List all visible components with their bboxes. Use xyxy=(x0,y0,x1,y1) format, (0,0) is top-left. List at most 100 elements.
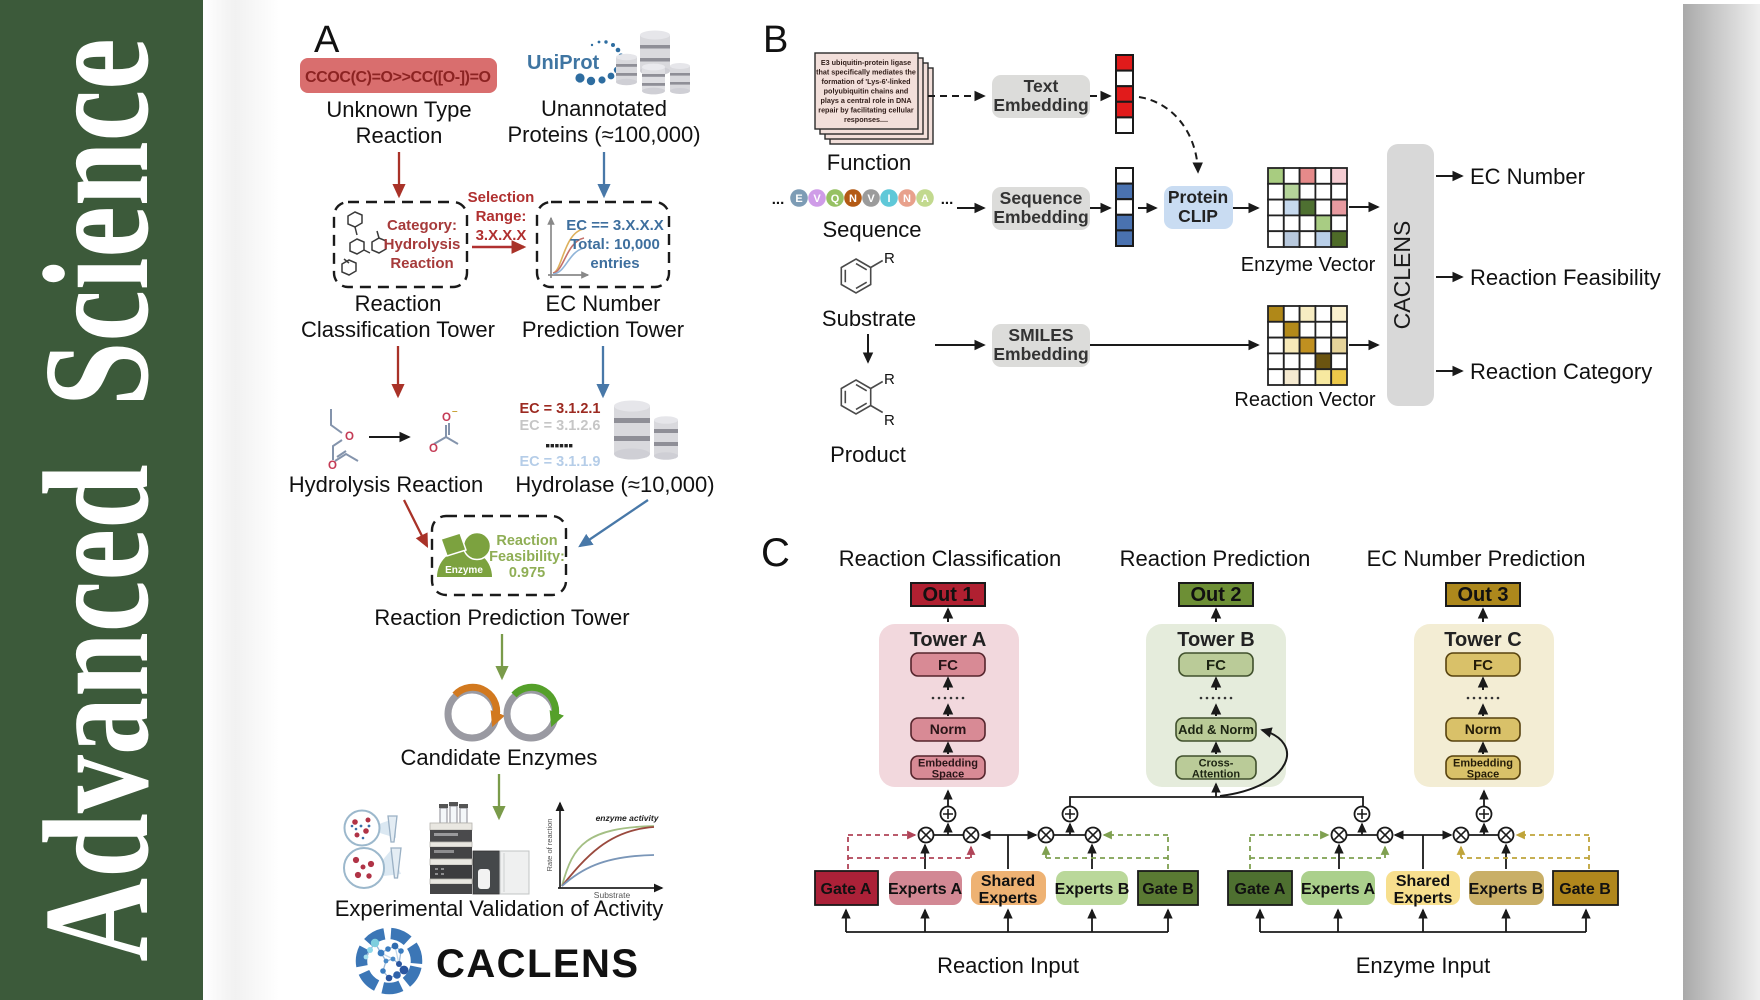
svg-text:Unannotated: Unannotated xyxy=(541,96,667,121)
svg-text:R: R xyxy=(884,371,895,388)
svg-text:Feasibility:: Feasibility: xyxy=(489,549,565,565)
svg-text:CLIP: CLIP xyxy=(1178,206,1218,226)
svg-text:that specifically mediates the: that specifically mediates the xyxy=(816,68,916,77)
svg-text:Embedding: Embedding xyxy=(1453,758,1513,770)
svg-text:...: ... xyxy=(941,191,954,208)
svg-text:Add & Norm: Add & Norm xyxy=(1178,722,1254,737)
svg-text:O: O xyxy=(345,431,354,443)
svg-text:Experts B: Experts B xyxy=(1055,881,1130,898)
svg-text:Reaction Input: Reaction Input xyxy=(937,953,1079,978)
svg-text:Classification Tower: Classification Tower xyxy=(301,317,495,342)
svg-text:Function: Function xyxy=(827,150,911,175)
svg-text:Reaction Prediction Tower: Reaction Prediction Tower xyxy=(374,605,629,630)
svg-text:EC = 3.1.2.1: EC = 3.1.2.1 xyxy=(519,401,600,417)
svg-text:Tower A: Tower A xyxy=(910,629,987,651)
svg-text:N: N xyxy=(849,193,857,205)
svg-text:V: V xyxy=(813,193,821,205)
svg-text:EC = 3.1.2.6: EC = 3.1.2.6 xyxy=(519,418,600,434)
svg-text:Substrate: Substrate xyxy=(594,890,631,900)
svg-text:Range:: Range: xyxy=(476,208,527,225)
svg-text:polyubiquitin chains and: polyubiquitin chains and xyxy=(824,87,909,96)
svg-text:Reaction Prediction: Reaction Prediction xyxy=(1120,546,1311,571)
svg-text:Gate A: Gate A xyxy=(821,881,872,898)
svg-text:Gate B: Gate B xyxy=(1559,881,1611,898)
svg-text:R: R xyxy=(884,412,895,429)
svg-text:Norm: Norm xyxy=(1465,721,1502,737)
svg-text:0.975: 0.975 xyxy=(509,565,545,581)
svg-text:CACLENS: CACLENS xyxy=(1389,221,1415,330)
svg-text:E: E xyxy=(795,193,802,205)
svg-text:Total: 10,000: Total: 10,000 xyxy=(570,236,660,253)
svg-text:E3 ubiquitin-protein ligase: E3 ubiquitin-protein ligase xyxy=(821,58,911,67)
svg-text:Hydrolase (≈10,000): Hydrolase (≈10,000) xyxy=(515,472,714,497)
svg-text:Unknown Type: Unknown Type xyxy=(326,97,471,122)
svg-text:Experts A: Experts A xyxy=(1301,881,1376,898)
svg-text:Shared: Shared xyxy=(1396,873,1450,890)
svg-text:FC: FC xyxy=(1473,657,1493,674)
svg-text:Sequence: Sequence xyxy=(1000,188,1083,208)
svg-text:Enzyme Input: Enzyme Input xyxy=(1356,953,1491,978)
svg-text:Category:: Category: xyxy=(387,217,457,234)
svg-text:Embedding: Embedding xyxy=(993,207,1088,227)
svg-text:Space: Space xyxy=(1467,769,1499,781)
svg-text:Experts A: Experts A xyxy=(888,881,963,898)
svg-text:Hydrolysis: Hydrolysis xyxy=(384,236,461,253)
svg-text:O: O xyxy=(429,443,438,455)
svg-text:B: B xyxy=(763,19,788,61)
svg-text:O: O xyxy=(442,412,451,424)
svg-text:–: – xyxy=(452,406,458,417)
svg-text:Embedding: Embedding xyxy=(993,95,1088,115)
svg-text:entries: entries xyxy=(590,255,639,272)
svg-text:repair by facilitating cellula: repair by facilitating cellular xyxy=(818,106,914,115)
svg-text:Attention: Attention xyxy=(1192,769,1241,781)
svg-text:Protein: Protein xyxy=(1168,187,1228,207)
svg-text:Out 3: Out 3 xyxy=(1457,584,1508,606)
svg-text:Out 1: Out 1 xyxy=(922,584,973,606)
svg-text:UniProt: UniProt xyxy=(527,52,600,74)
svg-text:EC Number Prediction: EC Number Prediction xyxy=(1367,546,1586,571)
svg-text:Gate A: Gate A xyxy=(1235,881,1286,898)
svg-text:Reaction Feasibility: Reaction Feasibility xyxy=(1470,265,1661,290)
svg-text:FC: FC xyxy=(1206,657,1226,674)
svg-text:Rate of reaction: Rate of reaction xyxy=(545,819,554,872)
svg-text:C: C xyxy=(761,531,790,575)
svg-text:CACLENS: CACLENS xyxy=(436,942,638,986)
svg-text:Product: Product xyxy=(830,442,906,467)
svg-text:FC: FC xyxy=(938,657,958,674)
svg-text:formation of 'Lys-6'-linked: formation of 'Lys-6'-linked xyxy=(821,77,910,86)
svg-text:Reaction Vector: Reaction Vector xyxy=(1234,389,1376,411)
svg-text:enzyme activity: enzyme activity xyxy=(596,813,660,823)
svg-text:EC = 3.1.1.9: EC = 3.1.1.9 xyxy=(519,454,600,470)
svg-text:R: R xyxy=(884,250,895,267)
svg-text:Out 2: Out 2 xyxy=(1190,584,1241,606)
svg-text:plays a central role in DNA: plays a central role in DNA xyxy=(820,96,911,105)
svg-text:Text: Text xyxy=(1024,76,1059,96)
svg-text:N: N xyxy=(903,193,911,205)
svg-text:Embedding: Embedding xyxy=(918,758,978,770)
svg-text:Sequence: Sequence xyxy=(822,217,921,242)
svg-text:I: I xyxy=(887,193,890,205)
svg-text:Gate B: Gate B xyxy=(1142,881,1194,898)
svg-text:Reaction: Reaction xyxy=(355,291,442,316)
svg-text:...: ... xyxy=(772,191,785,208)
svg-text:3.X.X.X: 3.X.X.X xyxy=(476,227,527,244)
svg-text:Reaction: Reaction xyxy=(356,123,443,148)
svg-text:Experts B: Experts B xyxy=(1469,881,1544,898)
svg-text:Selection: Selection xyxy=(468,189,535,206)
svg-text:EC == 3.X.X.X: EC == 3.X.X.X xyxy=(566,217,664,234)
svg-text:Tower C: Tower C xyxy=(1444,629,1521,651)
svg-text:Embedding: Embedding xyxy=(993,344,1088,364)
svg-text:Reaction: Reaction xyxy=(390,255,453,272)
svg-text:CCOC(C)=O>>CC([O-])=O: CCOC(C)=O>>CC([O-])=O xyxy=(305,69,491,86)
svg-text:Reaction Classification: Reaction Classification xyxy=(839,546,1062,571)
svg-text:Reaction: Reaction xyxy=(496,533,557,549)
svg-text:Enzyme Vector: Enzyme Vector xyxy=(1241,254,1376,276)
svg-text:Reaction Category: Reaction Category xyxy=(1470,359,1652,384)
svg-text:Experts: Experts xyxy=(1394,890,1453,907)
svg-text:Space: Space xyxy=(932,769,964,781)
svg-text:Cross-: Cross- xyxy=(1199,758,1234,770)
svg-text:Enzyme: Enzyme xyxy=(445,565,483,576)
svg-text:Tower B: Tower B xyxy=(1177,629,1254,651)
svg-text:Q: Q xyxy=(831,193,840,205)
svg-text:A: A xyxy=(314,19,340,61)
